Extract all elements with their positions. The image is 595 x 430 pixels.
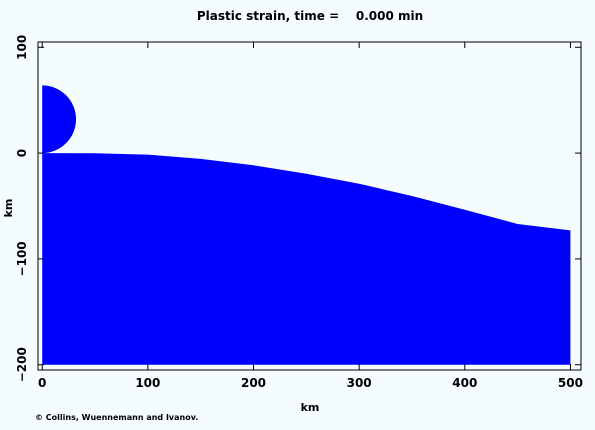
- x-axis-label: km: [301, 401, 320, 414]
- y-tick-label: 0: [15, 149, 29, 157]
- target-region: [42, 153, 571, 365]
- chart-title: Plastic strain, time = 0.000 min: [197, 9, 423, 23]
- plot-area: [42, 85, 571, 365]
- y-axis: 100 0 −100 −200: [15, 35, 581, 382]
- y-tick-label: −200: [15, 347, 29, 382]
- credit-text: © Collins, Wuennemann and Ivanov.: [35, 413, 198, 422]
- y-tick-label: 100: [15, 35, 29, 60]
- x-tick-label: 0: [38, 376, 46, 390]
- x-tick-label: 400: [452, 376, 477, 390]
- plot-frame: [37, 41, 582, 371]
- x-tick-label: 300: [347, 376, 372, 390]
- x-tick-label: 100: [135, 376, 160, 390]
- y-tick-label: −100: [15, 241, 29, 276]
- x-tick-label: 200: [241, 376, 266, 390]
- x-tick-label: 500: [558, 376, 583, 390]
- x-axis: 0 100 200 300 400 500: [38, 42, 583, 390]
- y-axis-label: km: [2, 199, 15, 218]
- projectile-region: [42, 85, 77, 154]
